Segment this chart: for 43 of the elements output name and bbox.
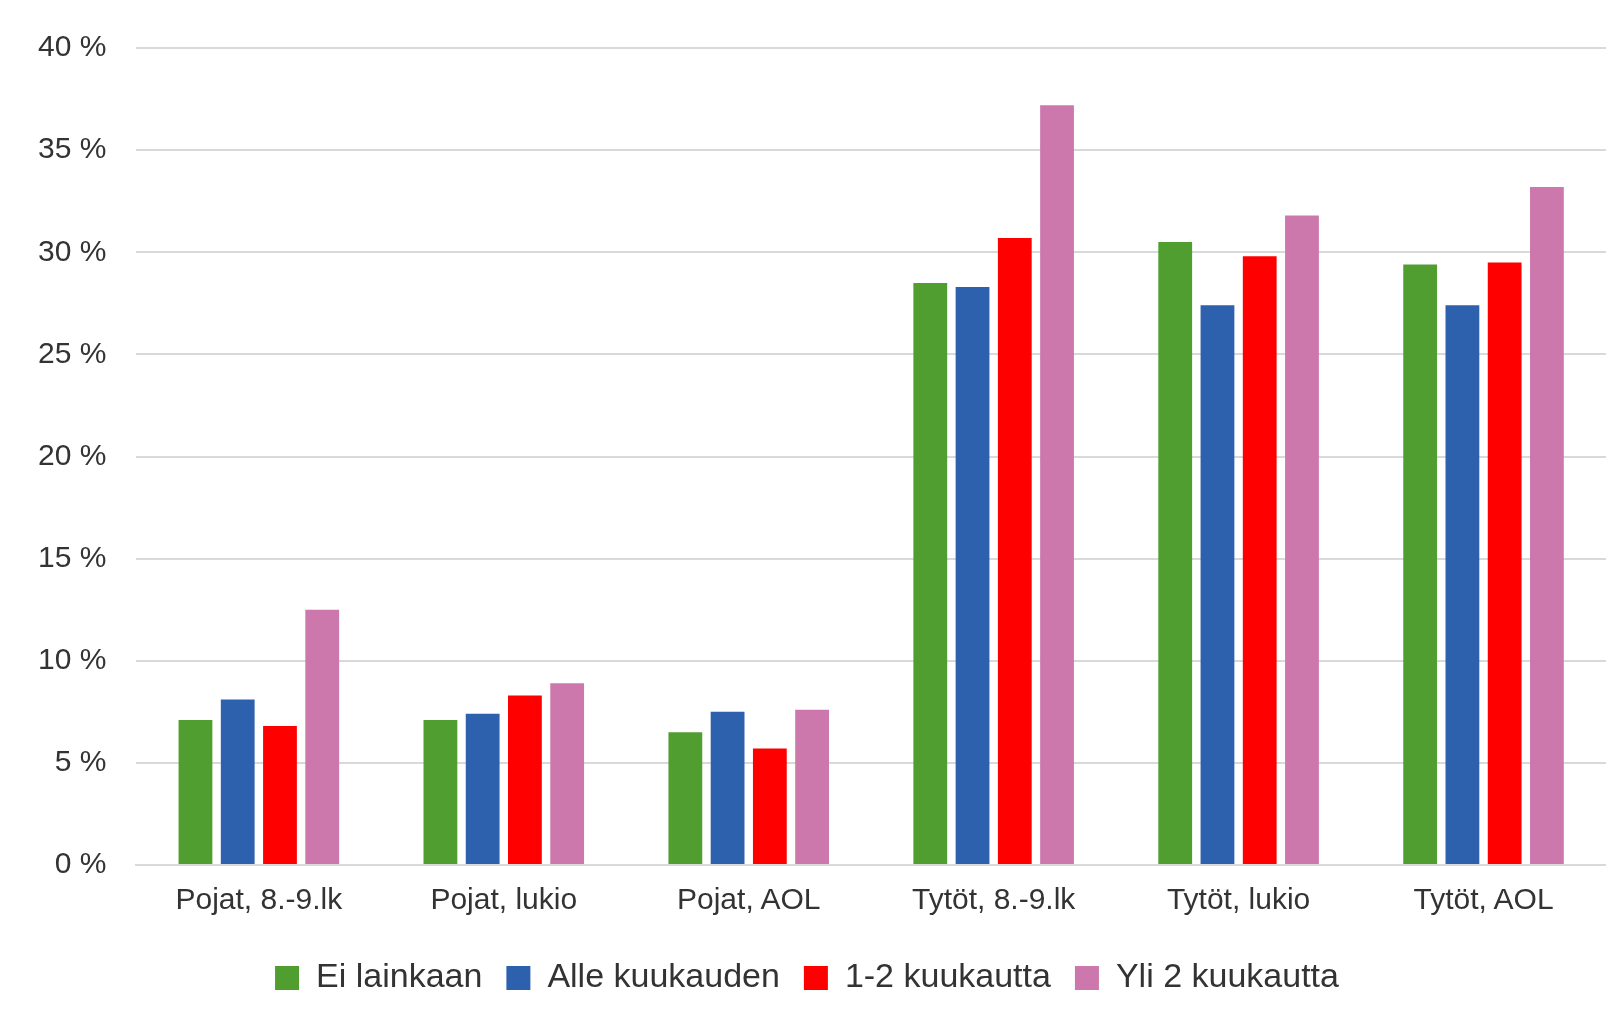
legend-label: Yli 2 kuukautta [1115,956,1340,995]
bar [1403,264,1438,864]
x-tick-label: Tytöt, AOL [1413,882,1554,916]
bar [305,609,340,864]
bar [263,726,297,864]
bar [1445,305,1480,864]
bar [955,286,990,864]
bar [997,237,1032,864]
y-tick-label: 10 % [37,642,107,676]
bar [913,282,948,864]
bar [423,719,458,864]
y-tick-label: 0 % [54,846,107,880]
bar [710,711,745,864]
bar [1158,242,1193,864]
bar [795,709,829,864]
y-tick-label: 40 % [37,29,107,63]
legend-label: 1-2 kuukautta [844,956,1052,995]
bar [1040,105,1074,864]
bar [1285,215,1319,864]
x-tick-label: Tytöt, lukio [1166,882,1311,916]
y-tick-label: 20 % [37,437,107,471]
x-tick-label: Pojat, lukio [430,882,578,916]
y-tick-label: 25 % [37,335,107,369]
legend-label: Alle kuukauden [547,956,780,995]
x-tick-label: Pojat, AOL [677,882,821,916]
y-tick-label: 35 % [37,131,107,165]
bar [1242,256,1277,864]
bar [1530,186,1564,864]
y-tick-label: 15 % [37,539,107,573]
bar [465,713,500,864]
bar [1487,262,1522,864]
bar [178,719,213,864]
bar [752,748,787,864]
bar [668,732,703,864]
bar [550,683,585,864]
bar [220,699,255,864]
x-tick-label: Pojat, 8.-9.lk [175,882,344,916]
y-tick-label: 30 % [37,233,107,267]
x-tick-label: Tytöt, 8.-9.lk [911,882,1077,916]
legend-label: Ei lainkaan [316,956,483,995]
y-tick-label: 5 % [54,744,107,778]
bar [508,695,542,864]
bar [1200,305,1235,864]
